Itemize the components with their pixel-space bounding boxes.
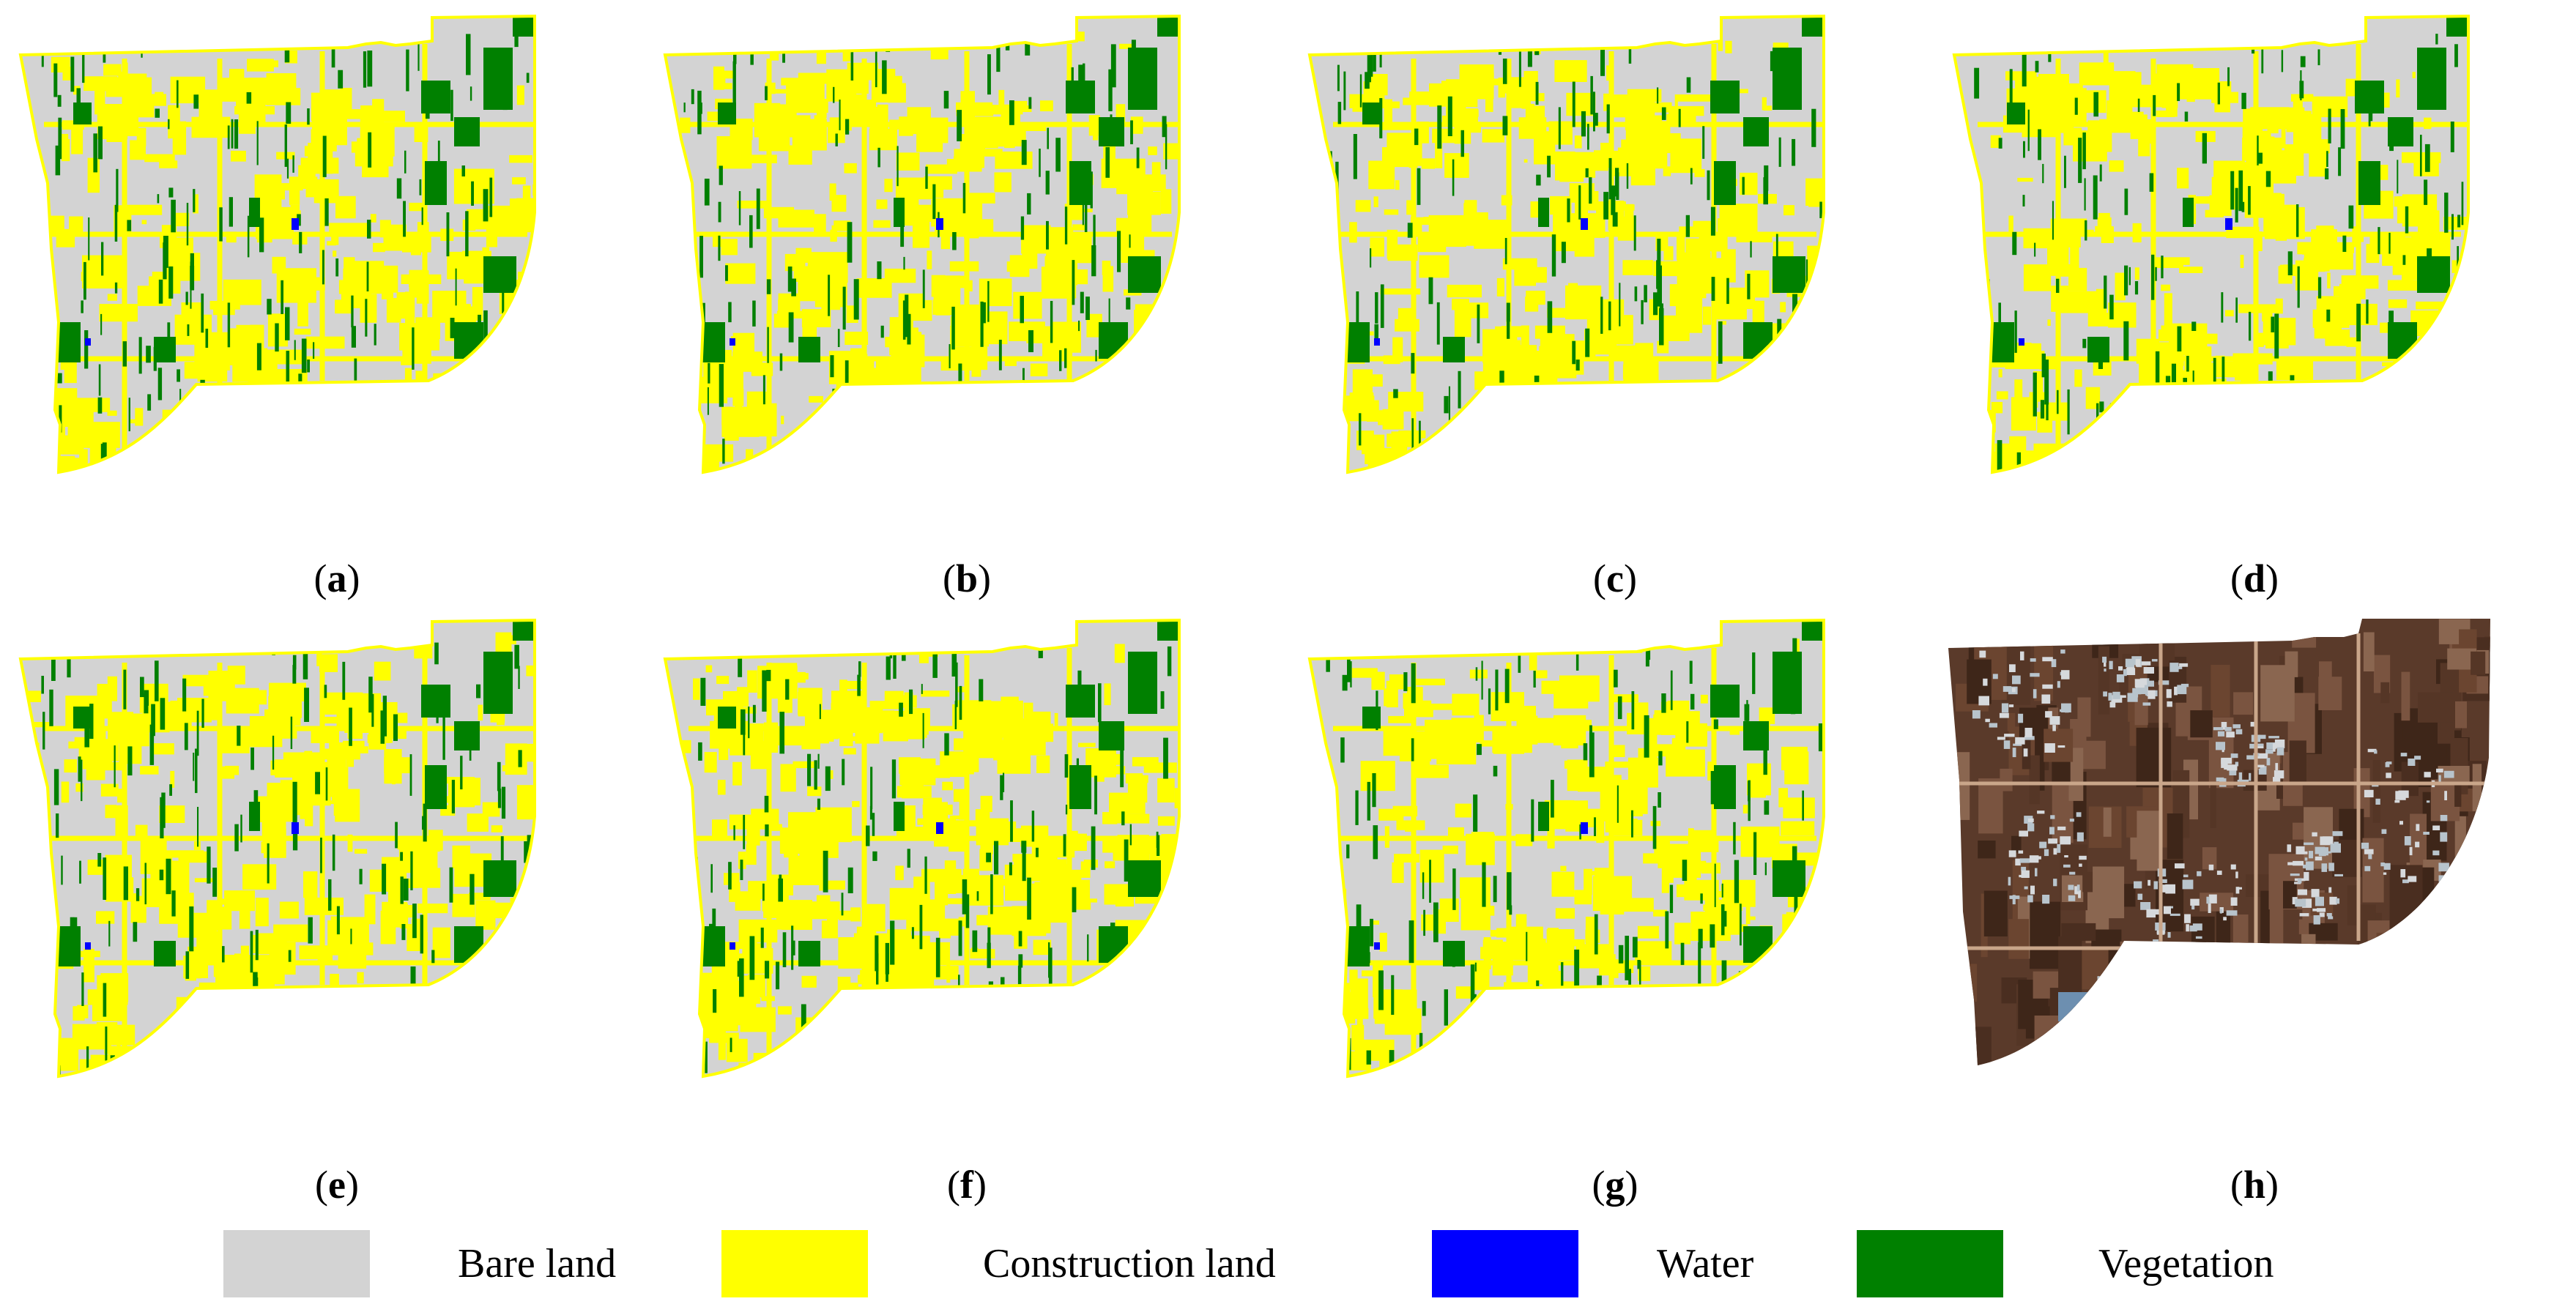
land-cover-map [663,619,1181,1079]
satellite-image [1948,619,2490,1065]
legend-label-water: Water [1657,1241,1754,1286]
map-panel-b [659,15,1274,542]
legend-swatch-construction-land [721,1230,868,1297]
caption-e: (e) [315,1163,359,1207]
caption-c: (c) [1593,556,1637,600]
map-panel-h [1948,619,2564,1146]
legend-label-vegetation: Vegetation [2098,1241,2274,1286]
land-cover-map [1307,619,1825,1079]
legend-label-construction-land: Construction land [983,1241,1276,1286]
legend-label-bare-land: Bare land [458,1241,617,1286]
caption-b: (b) [942,556,991,600]
map-panel-d [1948,15,2564,542]
map-panel-c [1304,15,1919,542]
caption-f: (f) [947,1163,987,1207]
caption-a: (a) [313,556,360,600]
map-panel-e [15,619,630,1146]
legend-swatch-water [1432,1230,1578,1297]
map-panel-a [15,15,630,542]
land-cover-map [663,15,1181,474]
land-cover-map [18,15,536,474]
land-cover-map [18,619,536,1079]
legend-swatch-bare-land [223,1230,370,1297]
land-cover-map [1307,15,1825,474]
caption-g: (g) [1592,1163,1638,1207]
legend-swatch-vegetation [1857,1230,2003,1297]
caption-h: (h) [2230,1163,2279,1207]
land-cover-map [1952,15,2470,474]
map-panel-f [659,619,1274,1146]
caption-d: (d) [2230,556,2279,600]
map-panel-g [1304,619,1919,1146]
